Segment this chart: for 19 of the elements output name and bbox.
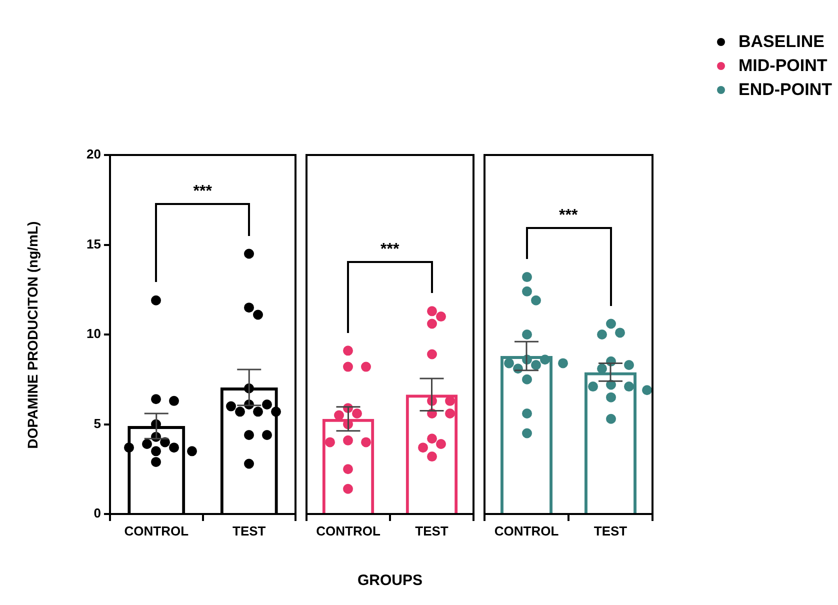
- y-tick-label: 15: [86, 236, 101, 252]
- legend-label: END-POINT: [738, 80, 832, 100]
- y-tick-label: 0: [94, 506, 101, 521]
- y-tick-label: 20: [86, 146, 101, 162]
- annotation: ***: [559, 206, 578, 225]
- y-tick-label: 5: [94, 416, 101, 431]
- x-tick-label: TEST: [415, 523, 448, 538]
- y-tick-label: 10: [86, 326, 101, 342]
- legend-label: MID-POINT: [738, 56, 828, 76]
- annotation: ***: [380, 240, 400, 259]
- x-tick-label: TEST: [232, 523, 266, 538]
- x-axis-title: GROUPS: [358, 572, 423, 589]
- y-axis-title: DOPAMINE PRODUCITON (ng/mL): [24, 220, 40, 448]
- x-tick-label: CONTROL: [316, 523, 380, 538]
- x-tick-label: TEST: [594, 523, 628, 538]
- x-tick-label: CONTROL: [124, 523, 189, 538]
- annotation: ***: [193, 183, 212, 202]
- x-tick-label: CONTROL: [494, 523, 559, 538]
- legend-label: BASELINE: [738, 32, 824, 52]
